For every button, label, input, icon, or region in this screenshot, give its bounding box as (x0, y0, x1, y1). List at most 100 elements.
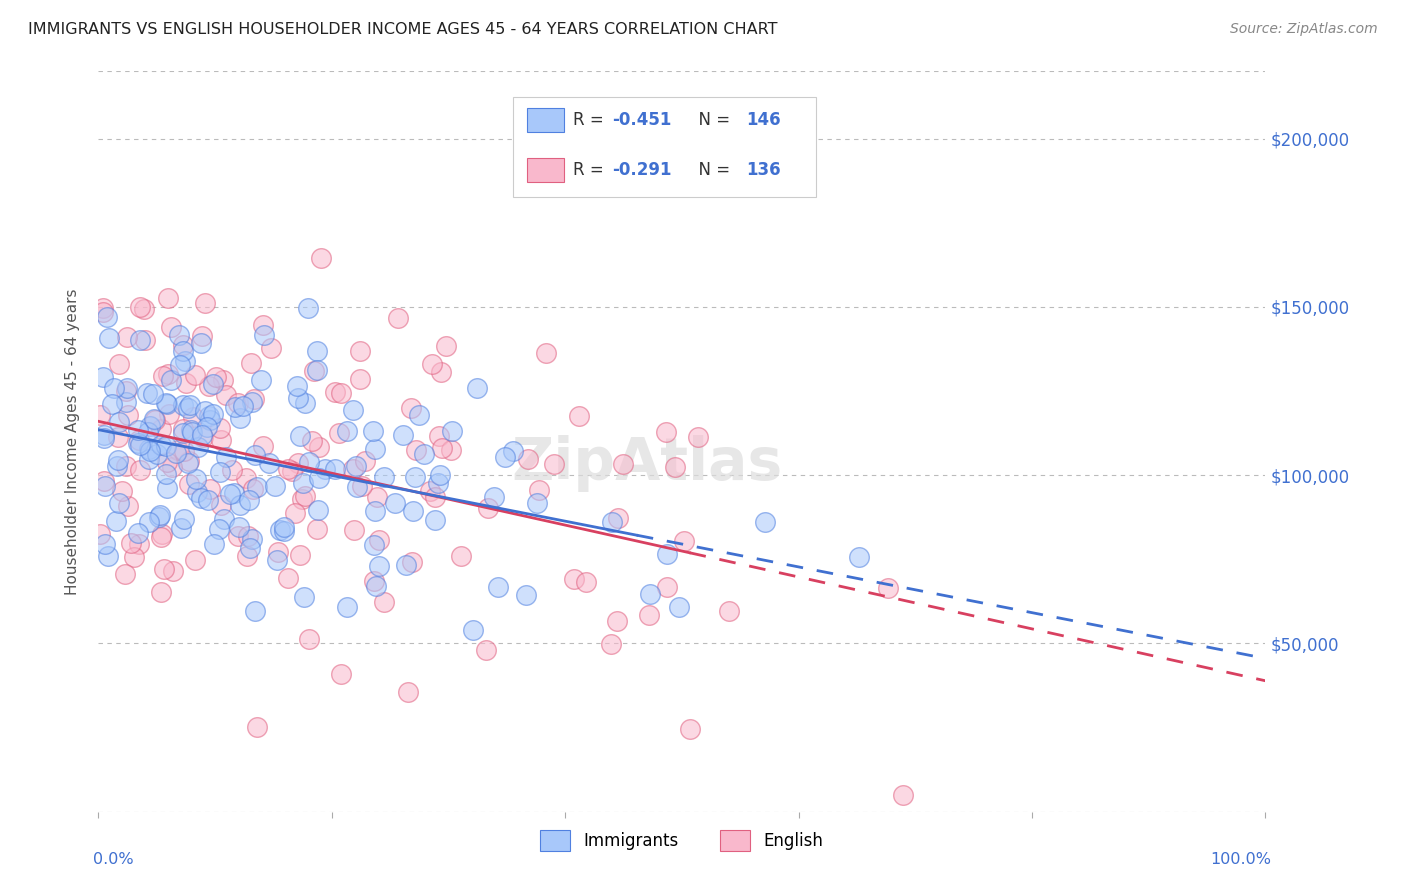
Point (184, 553, 207, 567)
Point (308, 471, 330, 485)
Point (105, 514, 128, 528)
Y-axis label: Householder Income Ages 45 - 64 years: Householder Income Ages 45 - 64 years (65, 288, 80, 595)
Point (450, 549, 472, 563)
Point (429, 467, 451, 482)
Point (167, 442, 190, 457)
Text: 146: 146 (747, 111, 780, 128)
Point (350, 478, 373, 492)
Point (191, 428, 214, 442)
Point (162, 459, 184, 474)
Point (267, 544, 290, 558)
Bar (527, 108, 564, 132)
Point (314, 462, 336, 476)
Point (307, 522, 329, 536)
Point (432, 442, 454, 456)
Point (240, 533, 263, 547)
Point (288, 548, 311, 562)
Point (373, 470, 395, 484)
Point (399, 401, 422, 415)
Point (575, 575, 598, 590)
Point (477, 501, 499, 516)
Point (654, 425, 676, 440)
Point (297, 301, 319, 316)
Point (91, 370, 114, 384)
Point (848, 550, 870, 565)
Point (434, 339, 457, 353)
Point (405, 443, 427, 458)
Point (94, 537, 117, 551)
Point (115, 381, 138, 395)
Point (107, 357, 129, 371)
Point (298, 455, 321, 469)
Point (291, 475, 314, 490)
Point (138, 442, 160, 456)
Point (307, 362, 329, 376)
Point (364, 504, 387, 518)
Point (349, 372, 371, 386)
Point (246, 480, 269, 494)
Point (440, 424, 463, 438)
Point (208, 522, 231, 536)
Point (494, 450, 516, 465)
Point (368, 558, 391, 573)
Point (96, 310, 118, 325)
Point (149, 508, 172, 522)
Point (515, 588, 537, 602)
Point (138, 515, 160, 529)
Point (215, 388, 238, 402)
Point (186, 472, 208, 486)
Point (249, 373, 271, 387)
Point (197, 493, 219, 508)
Point (157, 291, 180, 305)
Point (184, 368, 207, 383)
Point (413, 446, 436, 460)
Point (186, 485, 208, 500)
Point (284, 506, 307, 520)
Point (392, 428, 415, 442)
Point (657, 547, 679, 561)
Point (93, 478, 115, 492)
Point (91, 305, 114, 319)
Point (287, 456, 309, 470)
Point (342, 403, 364, 417)
Point (202, 537, 225, 551)
Point (344, 458, 367, 473)
Point (364, 442, 387, 456)
Point (329, 386, 352, 401)
Point (129, 300, 152, 314)
Point (103, 381, 125, 395)
Point (235, 471, 257, 485)
Point (461, 623, 484, 637)
Text: 136: 136 (747, 161, 780, 178)
Point (146, 447, 169, 461)
Point (212, 511, 235, 525)
Point (148, 510, 170, 524)
Point (568, 409, 591, 424)
Point (179, 453, 201, 467)
Point (260, 341, 283, 355)
Point (373, 594, 395, 608)
Point (232, 399, 254, 413)
Point (150, 530, 173, 544)
Point (226, 396, 249, 410)
Point (257, 456, 280, 470)
Point (242, 392, 264, 406)
Point (177, 477, 200, 491)
Point (395, 558, 418, 573)
Point (128, 536, 150, 550)
Point (309, 251, 332, 265)
Point (606, 614, 628, 628)
Point (304, 364, 326, 378)
Point (273, 524, 295, 538)
Point (246, 720, 269, 734)
Point (150, 584, 173, 599)
Point (152, 526, 174, 541)
Point (291, 492, 314, 507)
Point (366, 490, 388, 504)
Point (599, 636, 621, 650)
Point (117, 409, 139, 423)
Point (89, 527, 111, 541)
Point (160, 319, 183, 334)
Point (179, 398, 201, 412)
Text: N =: N = (688, 161, 735, 178)
